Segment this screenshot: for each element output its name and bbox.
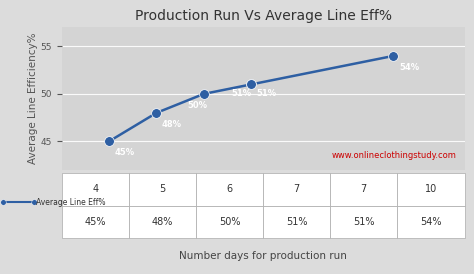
Text: 48%: 48% — [162, 120, 182, 129]
Text: 50%: 50% — [187, 101, 207, 110]
Text: 51%: 51% — [257, 89, 277, 98]
Text: 51%: 51% — [232, 89, 252, 98]
Text: www.onlineclothingstudy.com: www.onlineclothingstudy.com — [332, 152, 456, 161]
Title: Production Run Vs Average Line Eff%: Production Run Vs Average Line Eff% — [135, 10, 392, 24]
Text: 45%: 45% — [115, 148, 135, 157]
Text: Average Line Eff%: Average Line Eff% — [36, 198, 105, 207]
Y-axis label: Average Line Efficiency%: Average Line Efficiency% — [27, 33, 37, 164]
Text: 54%: 54% — [399, 63, 419, 72]
Text: Number days for production run: Number days for production run — [179, 251, 347, 261]
